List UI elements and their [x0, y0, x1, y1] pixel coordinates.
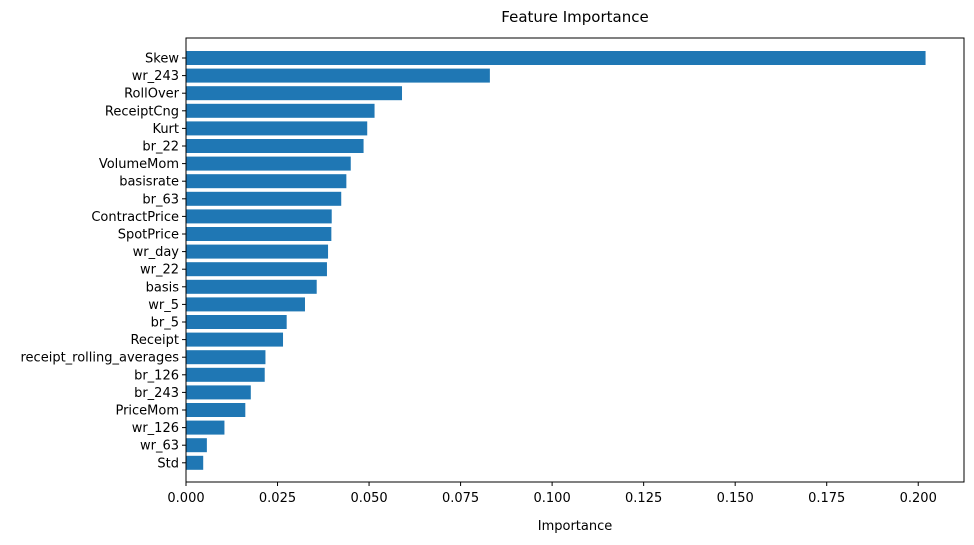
bar-wr_22 [186, 262, 327, 277]
category-label: Std [157, 456, 179, 471]
bar-br_22 [186, 139, 364, 153]
bar-VolumeMom [186, 156, 351, 171]
bar-wr_5 [186, 297, 305, 312]
bar-Receipt [186, 332, 284, 347]
bar-Skew [186, 51, 926, 65]
category-label: wr_243 [132, 69, 179, 84]
category-label: wr_126 [132, 421, 179, 436]
category-label: basisrate [119, 175, 179, 190]
category-label: PriceMom [115, 404, 179, 419]
bar-ReceiptCng [186, 103, 375, 118]
bar-basisrate [186, 174, 347, 189]
bar-PriceMom [186, 403, 246, 417]
category-label: receipt_rolling_averages [21, 351, 180, 366]
x-tick-label: 0.125 [625, 491, 662, 506]
bar-br_5 [186, 315, 287, 329]
bar-br_63 [186, 191, 342, 206]
x-tick-label: 0.075 [442, 491, 479, 506]
category-label: br_243 [134, 386, 179, 401]
bar-wr_day [186, 244, 329, 259]
category-label: Skew [145, 52, 179, 67]
bar-basis [186, 279, 317, 294]
x-tick-label: 0.025 [259, 491, 296, 506]
bar-RollOver [186, 86, 403, 101]
x-tick-label: 0.050 [350, 491, 387, 506]
category-label: ReceiptCng [105, 104, 179, 119]
category-label: basis [146, 280, 180, 295]
x-axis-label: Importance [538, 519, 613, 534]
category-label: Receipt [130, 333, 179, 348]
bar-br_243 [186, 385, 251, 400]
category-label: wr_5 [148, 298, 179, 313]
category-label: RollOver [124, 87, 180, 102]
x-tick-label: 0.175 [808, 491, 845, 506]
category-label: br_22 [142, 140, 179, 155]
category-label: br_63 [142, 192, 179, 207]
category-label: wr_63 [140, 439, 179, 454]
category-label: Kurt [152, 122, 179, 137]
bar-Kurt [186, 121, 368, 136]
category-labels: Skew wr_243 RollOver ReceiptCng Kurt br_22 Vol… [21, 52, 186, 471]
category-label: VolumeMom [99, 157, 179, 172]
bar-wr_63 [186, 438, 207, 453]
category-label: br_126 [134, 368, 179, 383]
category-label: SpotPrice [118, 228, 179, 243]
x-axis-ticks: 0.000 0.025 0.050 0.075 0.100 0.125 0.150 0.175… [167, 482, 937, 506]
bar-wr_243 [186, 68, 490, 83]
category-label: br_5 [151, 316, 179, 331]
bar-SpotPrice [186, 227, 332, 241]
x-tick-label: 0.000 [167, 491, 204, 506]
bar-br_126 [186, 367, 265, 382]
category-label: wr_day [133, 245, 180, 260]
x-tick-label: 0.200 [900, 491, 937, 506]
bar-Std [186, 455, 204, 470]
category-label: wr_22 [140, 263, 179, 278]
x-tick-label: 0.150 [717, 491, 754, 506]
bar-receipt_rolling_averages [186, 350, 266, 365]
plot-frame [185, 37, 965, 483]
category-label: ContractPrice [91, 210, 179, 225]
bar-ContractPrice [186, 209, 332, 224]
bar-wr_126 [186, 420, 225, 435]
x-tick-label: 0.100 [534, 491, 571, 506]
chart-title: Feature Importance [501, 8, 648, 26]
bars-group [186, 51, 926, 470]
